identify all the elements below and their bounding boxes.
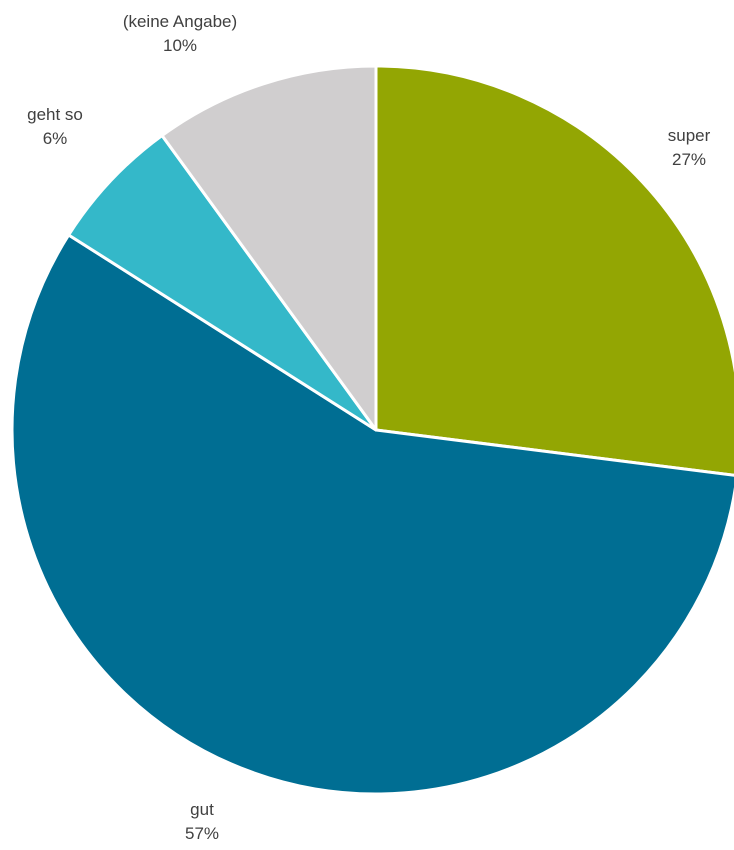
slice-value-gut: 57% bbox=[185, 824, 219, 843]
slice-label-geht-so: geht so bbox=[27, 105, 83, 124]
slice-value-geht-so: 6% bbox=[43, 129, 68, 148]
slice-label-keine-angabe: (keine Angabe) bbox=[123, 12, 237, 31]
slice-label-super: super bbox=[668, 126, 711, 145]
slice-label-gut: gut bbox=[190, 800, 214, 819]
pie-slices bbox=[12, 66, 734, 794]
slice-value-super: 27% bbox=[672, 150, 706, 169]
slice-value-keine-angabe: 10% bbox=[163, 36, 197, 55]
